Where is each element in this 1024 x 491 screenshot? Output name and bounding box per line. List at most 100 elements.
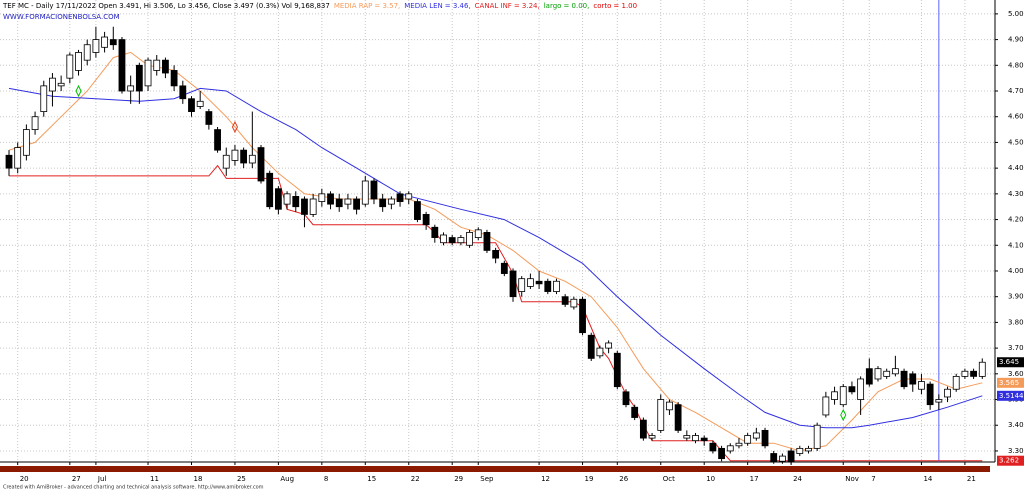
y-tick-label: 4.20 bbox=[1008, 216, 1024, 224]
candle-body bbox=[414, 201, 421, 220]
candle-body bbox=[509, 270, 517, 298]
grid bbox=[0, 0, 998, 465]
candle-body bbox=[666, 401, 673, 411]
candle-body bbox=[883, 370, 891, 377]
candle-body bbox=[805, 447, 812, 452]
candle-body bbox=[900, 370, 908, 388]
value-tag bbox=[997, 455, 1024, 466]
header-info: TEF MC - Daily 17/11/2022 Open 3.491, Hi… bbox=[2, 2, 330, 10]
candle-body bbox=[179, 85, 187, 100]
y-tick-label: 4.70 bbox=[1008, 87, 1024, 95]
candle-body bbox=[926, 383, 934, 406]
y-tick-label: 4.30 bbox=[1008, 190, 1024, 198]
x-tick-label: 14 bbox=[923, 475, 932, 483]
candle-body bbox=[257, 147, 265, 182]
candle-body bbox=[492, 250, 500, 259]
y-tick-label: 4.10 bbox=[1008, 241, 1024, 249]
value-tag bbox=[997, 377, 1024, 388]
candle-body bbox=[457, 237, 465, 244]
candle-body bbox=[839, 386, 847, 406]
value-tag-label: 3.51446 bbox=[999, 392, 1024, 400]
legend-name: MEDIA LEN bbox=[404, 2, 443, 10]
candle-body bbox=[631, 406, 639, 418]
candle-body bbox=[613, 352, 621, 388]
y-tick-label: 5.00 bbox=[1008, 10, 1024, 18]
candle-body bbox=[709, 442, 717, 452]
y-tick-label: 3.40 bbox=[1008, 421, 1024, 429]
candle-body bbox=[205, 111, 213, 125]
candle-body bbox=[961, 370, 969, 377]
legend-name: CANAL INF bbox=[475, 2, 512, 10]
candle-body bbox=[692, 435, 699, 442]
legend-value: = 3.57, bbox=[374, 2, 400, 10]
x-tick-label: 7 bbox=[871, 475, 875, 483]
bottom-band bbox=[0, 466, 990, 472]
y-tick-label: 4.00 bbox=[1008, 267, 1024, 275]
candle-body bbox=[387, 198, 395, 205]
candle-body bbox=[214, 129, 221, 151]
candle-body bbox=[918, 381, 925, 390]
candle-body bbox=[292, 196, 300, 208]
candle-body bbox=[544, 280, 552, 292]
candle-body bbox=[865, 368, 873, 385]
candle-body bbox=[596, 347, 604, 357]
candle-body bbox=[553, 280, 560, 292]
candle-body bbox=[605, 342, 613, 349]
candle-body bbox=[127, 85, 135, 92]
x-tick-label: Nov bbox=[845, 475, 859, 483]
candle-body bbox=[31, 116, 39, 130]
candle-body bbox=[639, 419, 647, 439]
signal-arrow bbox=[231, 120, 238, 134]
candle-body bbox=[718, 447, 725, 460]
candle-body bbox=[440, 234, 447, 244]
value-tag bbox=[997, 357, 1024, 368]
x-tick-label: 8 bbox=[324, 475, 328, 483]
labels: 5.00 4.90 4.80 4.70 4.60 4.50 4.40 4.30 4.20 4.10… bbox=[20, 10, 1024, 483]
plot bbox=[5, 26, 986, 464]
candle-body bbox=[283, 193, 291, 205]
candle-body bbox=[779, 455, 786, 462]
candle-body bbox=[483, 232, 491, 251]
candle-body bbox=[162, 59, 169, 74]
candle-body bbox=[518, 278, 526, 292]
candle-body bbox=[831, 391, 838, 400]
x-tick-label: 25 bbox=[237, 475, 246, 483]
signal-name: largo bbox=[544, 2, 562, 10]
x-tick-label: 21 bbox=[967, 475, 976, 483]
candle-body bbox=[561, 296, 569, 305]
candle-body bbox=[40, 85, 48, 112]
candle-body bbox=[196, 100, 204, 107]
candle-body bbox=[813, 424, 821, 449]
value-tag-label: 3.645 bbox=[999, 358, 1019, 366]
candle-body bbox=[952, 375, 960, 390]
value-tag-label: 3.565 bbox=[999, 379, 1019, 387]
candle-body bbox=[570, 298, 578, 308]
x-tick-label: Jul bbox=[97, 475, 107, 483]
candle-body bbox=[683, 435, 691, 439]
candle-body bbox=[431, 226, 439, 238]
candle-body bbox=[857, 378, 865, 400]
candle-body bbox=[231, 149, 239, 161]
candle-body bbox=[466, 232, 473, 246]
candle-body bbox=[622, 391, 630, 406]
x-tick-label: Sep bbox=[480, 475, 494, 483]
candle-body bbox=[396, 193, 404, 202]
y-tick-label: 3.30 bbox=[1008, 447, 1024, 455]
x-tick-label: 10 bbox=[706, 475, 715, 483]
candle-body bbox=[118, 39, 126, 92]
y-tick-label: 3.70 bbox=[1008, 344, 1024, 352]
y-tick-label: 3.60 bbox=[1008, 370, 1024, 378]
candle-body bbox=[14, 147, 22, 169]
candle-body bbox=[274, 188, 282, 210]
x-tick-label: 22 bbox=[411, 475, 420, 483]
candle-body bbox=[5, 154, 13, 169]
candle-body bbox=[744, 435, 752, 444]
x-tick-label: 29 bbox=[454, 475, 463, 483]
candle-body bbox=[422, 214, 430, 226]
x-tick-label: 11 bbox=[150, 475, 159, 483]
y-tick-label: 4.60 bbox=[1008, 113, 1024, 121]
x-tick-label: 27 bbox=[72, 475, 81, 483]
candle-body bbox=[222, 154, 230, 169]
